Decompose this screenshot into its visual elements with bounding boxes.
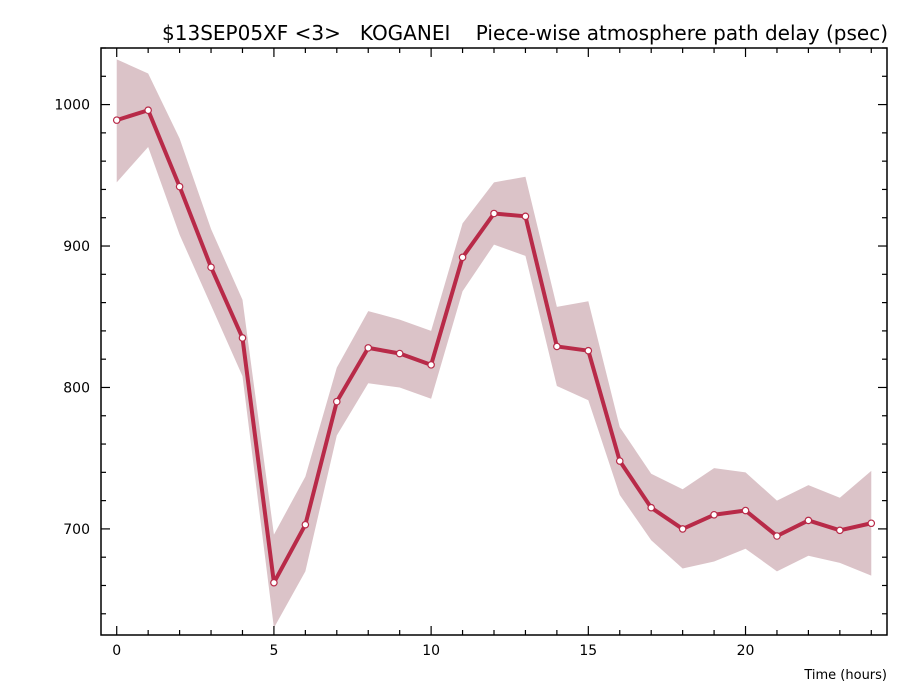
chart-title: $13SEP05XF <3> KOGANEI Piece-wise atmosp… [162, 21, 888, 45]
data-point [710, 510, 718, 519]
data-point [584, 346, 593, 355]
data-point [615, 457, 624, 465]
y-tick-label: 1000 [54, 98, 90, 114]
data-point [678, 525, 687, 533]
data-points-layer [112, 106, 876, 587]
uncertainty-band-layer [116, 59, 872, 628]
data-point [427, 361, 435, 369]
data-point [270, 578, 278, 587]
data-point [175, 182, 184, 191]
uncertainty-band [116, 59, 872, 628]
data-point [804, 516, 813, 525]
data-point [553, 342, 561, 351]
data-point [458, 253, 467, 262]
data-point [112, 116, 121, 124]
plot-frame [100, 47, 888, 636]
x-tick-label: 20 [737, 643, 755, 659]
y-tick-label: 800 [63, 380, 90, 396]
data-point [332, 397, 341, 406]
data-point [395, 349, 404, 358]
data-point [364, 344, 373, 352]
data-point [773, 532, 781, 540]
data-point [836, 526, 844, 535]
data-point [647, 503, 656, 512]
data-point [741, 506, 750, 515]
x-tick-label: 5 [269, 643, 278, 659]
y-tick-label: 700 [63, 522, 90, 538]
x-axis-label: Time (hours) [803, 668, 887, 683]
y-tick-label: 900 [63, 239, 90, 255]
x-tick-label: 10 [422, 643, 440, 659]
data-point [144, 106, 152, 115]
data-point [238, 334, 247, 342]
data-point [490, 209, 498, 218]
x-tick-label: 0 [112, 643, 121, 659]
data-point [207, 263, 215, 272]
data-point [867, 519, 876, 528]
data-point [301, 520, 310, 529]
x-tick-label: 15 [579, 643, 597, 659]
data-point [521, 212, 530, 221]
axis-ticks-layer: 0 5 10 15 20 700 800 900 1000 [54, 47, 887, 659]
